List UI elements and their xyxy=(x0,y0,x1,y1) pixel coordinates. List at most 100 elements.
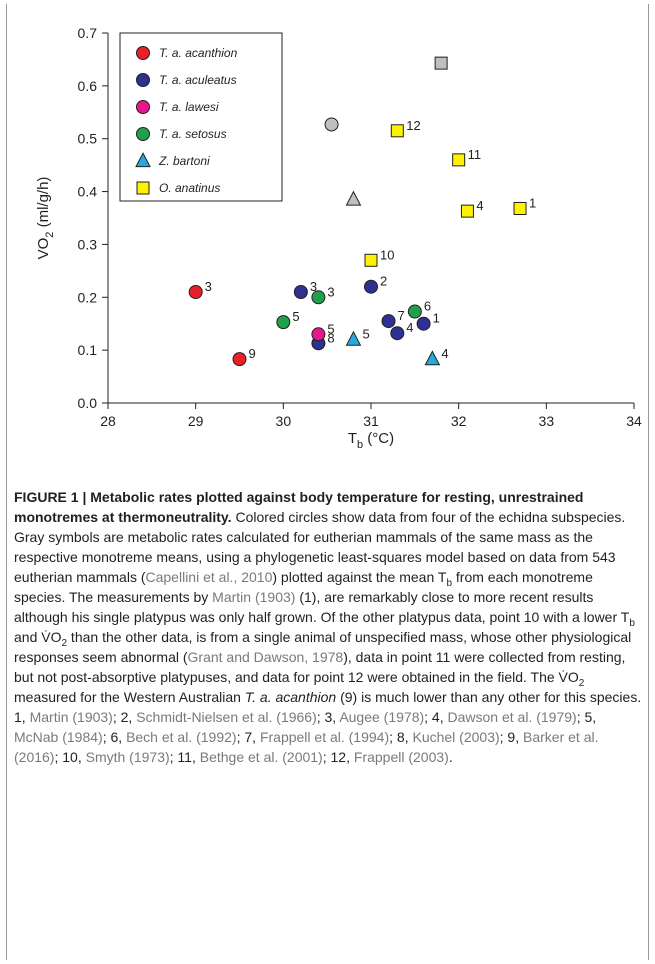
subscript: b xyxy=(629,617,635,629)
point-label: 4 xyxy=(406,320,413,335)
caption-text: ) plotted against the mean T xyxy=(272,569,447,585)
citation-link[interactable]: Augee (1978) xyxy=(339,709,425,725)
legend-label: T. a. aculeatus xyxy=(159,73,237,87)
caption-text: ; 4, xyxy=(424,709,448,725)
caption-text: (9) is much lower than any other for thi… xyxy=(14,689,642,725)
point-label: 5 xyxy=(292,309,299,324)
caption-text: than the other data, is from a single an… xyxy=(14,629,632,665)
data-point xyxy=(293,285,308,299)
data-point xyxy=(513,201,527,215)
subscript: b xyxy=(446,577,453,589)
legend-box xyxy=(119,32,283,202)
point-label: 3 xyxy=(205,279,212,294)
citation-link[interactable]: Barker et al. (2016) xyxy=(14,729,599,765)
y-tick-label: 0.2 xyxy=(78,289,98,305)
point-label: 11 xyxy=(468,147,482,162)
caption-title: FIGURE 1 | Metabolic rates plotted again… xyxy=(14,489,584,525)
data-point xyxy=(311,290,326,305)
citation-link[interactable]: Frappell (2003) xyxy=(353,749,449,765)
y-axis-label: VO2 (ml/g/h) xyxy=(35,177,56,260)
citation-link[interactable]: Smyth (1973) xyxy=(85,749,170,765)
x-tick-label: 29 xyxy=(188,413,204,429)
data-point xyxy=(345,190,362,206)
caption-text: ; 2, xyxy=(112,709,137,725)
caption-text: . xyxy=(448,749,453,765)
x-axis-label: Tb (°C) xyxy=(348,430,394,451)
legend-marker xyxy=(136,73,150,87)
citation-link[interactable]: Grant and Dawson, 1978 xyxy=(187,649,344,665)
point-label: 6 xyxy=(424,299,431,314)
data-point xyxy=(345,330,362,346)
legend-marker xyxy=(136,181,150,195)
data-point xyxy=(324,117,339,132)
citation-link[interactable]: Dawson et al. (1979) xyxy=(447,709,577,725)
point-label: 5 xyxy=(362,327,369,342)
legend-marker xyxy=(136,127,150,141)
point-label: 5 xyxy=(327,321,334,336)
x-tick-label: 28 xyxy=(100,413,116,429)
data-point xyxy=(390,326,405,341)
x-tick-label: 34 xyxy=(626,413,642,429)
data-point xyxy=(452,153,466,167)
x-tick-label: 31 xyxy=(363,413,379,429)
caption-text: ; 8, xyxy=(389,729,413,745)
citation-link[interactable]: Martin (1903) xyxy=(212,589,296,605)
caption-text: ; 9, xyxy=(499,729,524,745)
caption-text: ; 7, xyxy=(236,729,260,745)
y-tick-label: 0.1 xyxy=(78,342,98,358)
data-point xyxy=(460,204,474,218)
citation-link[interactable]: Martin (1903) xyxy=(29,709,113,725)
caption-text: from each monotreme species. The measure… xyxy=(14,569,593,605)
citation-link[interactable]: Kuchel (2003) xyxy=(412,729,500,745)
caption-text: ; 5, xyxy=(576,709,597,725)
data-point xyxy=(232,352,247,367)
subscript: 2 xyxy=(61,637,68,649)
caption-text: (1), are remarkably close to more recent… xyxy=(14,589,630,625)
data-point xyxy=(424,350,441,366)
point-label: 1 xyxy=(433,311,440,326)
species-name: T. a. acanthion xyxy=(244,689,337,705)
caption-text: ; 6, xyxy=(102,729,127,745)
y-tick-label: 0.3 xyxy=(78,236,98,252)
caption-text: ; 3, xyxy=(316,709,340,725)
x-tick-label: 33 xyxy=(539,413,555,429)
caption-text: ; 11, xyxy=(169,749,200,765)
legend-label: T. a. setosus xyxy=(159,127,227,141)
caption-text: ), data in point 11 were collected from … xyxy=(14,649,626,685)
legend-marker xyxy=(136,100,150,114)
data-point xyxy=(416,316,431,331)
legend-label: Z. bartoni xyxy=(158,154,210,168)
citation-link[interactable]: Schmidt-Nielsen et al. (1966) xyxy=(136,709,317,725)
figure-caption: FIGURE 1 | Metabolic rates plotted again… xyxy=(14,487,642,767)
y-tick-label: 0.5 xyxy=(78,131,98,147)
legend-label: T. a. lawesi xyxy=(159,100,219,114)
point-label: 4 xyxy=(476,198,483,213)
data-point xyxy=(188,285,203,299)
citation-link[interactable]: Bethge et al. (2001) xyxy=(199,749,323,765)
citation-link[interactable]: Capellini et al., 2010 xyxy=(145,569,273,585)
caption-text: measured for the Western Australian xyxy=(14,689,245,705)
scatter-chart: 28 29 30 31 32 33 340.00.10.20.30.40.50.60.7 T… xyxy=(35,25,642,451)
figure-frame xyxy=(6,4,649,960)
axes-layer: 28 29 30 31 32 33 340.00.10.20.30.40.50.60.7 xyxy=(78,25,642,429)
point-label: 2 xyxy=(380,274,387,289)
subscript: 2 xyxy=(578,677,585,689)
data-point xyxy=(276,315,291,330)
x-tick-label: 30 xyxy=(276,413,292,429)
caption-text: ; 10, xyxy=(54,749,86,765)
legend-marker xyxy=(135,152,151,168)
data-point xyxy=(434,56,448,70)
y-tick-label: 0.6 xyxy=(78,78,98,94)
point-label: 3 xyxy=(327,284,334,299)
point-label: 1 xyxy=(529,195,536,210)
legend: T. a. acanthion T. a. aculeatus T. a. lawe… xyxy=(119,32,283,202)
citation-link[interactable]: McNab (1984) xyxy=(14,729,103,745)
caption-text: Colored circles show data from four of t… xyxy=(14,509,626,585)
x-tick-label: 32 xyxy=(451,413,467,429)
caption-text: ; 12, xyxy=(322,749,354,765)
citation-link[interactable]: Bech et al. (1992) xyxy=(126,729,237,745)
data-point xyxy=(364,253,378,267)
point-label: 10 xyxy=(380,247,394,262)
citation-link[interactable]: Frappell et al. (1994) xyxy=(259,729,390,745)
